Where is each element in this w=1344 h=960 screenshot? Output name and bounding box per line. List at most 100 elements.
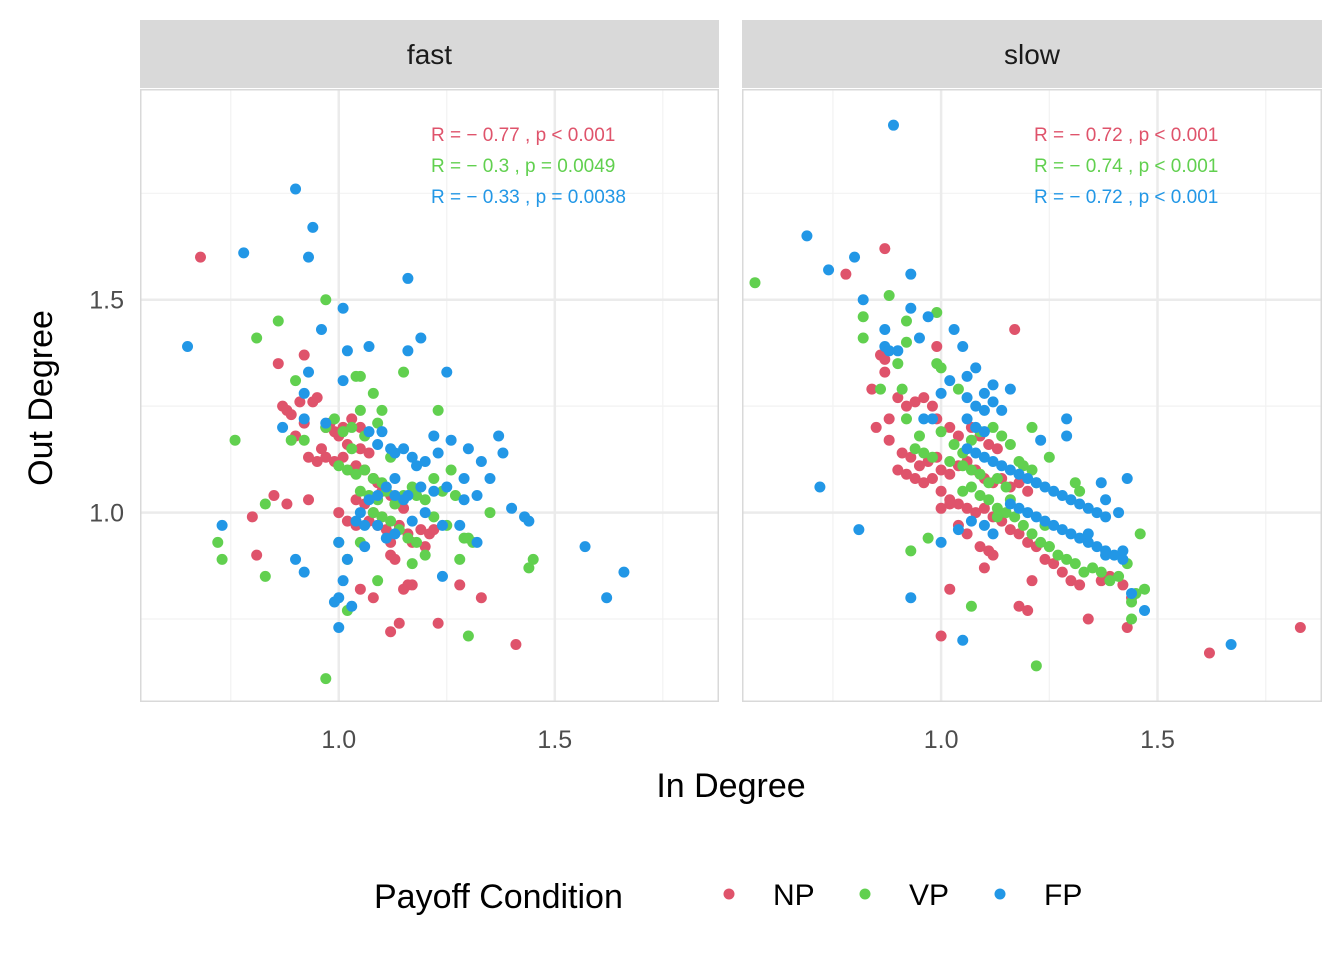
point-fp bbox=[445, 434, 457, 446]
point-fp bbox=[1065, 494, 1077, 506]
point-np bbox=[935, 485, 947, 497]
point-fp bbox=[458, 494, 470, 506]
point-fp bbox=[1048, 485, 1060, 497]
point-fp bbox=[883, 345, 895, 357]
point-np bbox=[905, 451, 917, 463]
point-fp bbox=[970, 362, 982, 374]
facet-title-slow: slow bbox=[1004, 39, 1061, 70]
point-np bbox=[363, 447, 375, 459]
point-vp bbox=[1126, 613, 1138, 625]
point-np bbox=[454, 579, 466, 591]
point-fp bbox=[341, 345, 353, 357]
point-np bbox=[475, 592, 487, 604]
point-fp bbox=[359, 541, 371, 553]
point-fp bbox=[1139, 604, 1151, 616]
point-vp bbox=[449, 490, 461, 502]
point-vp bbox=[398, 366, 410, 378]
point-fp bbox=[1035, 434, 1047, 446]
point-vp bbox=[328, 413, 340, 425]
point-vp bbox=[991, 502, 1003, 514]
point-np bbox=[909, 473, 921, 485]
point-vp bbox=[432, 404, 444, 416]
point-vp bbox=[935, 362, 947, 374]
point-vp bbox=[367, 387, 379, 399]
point-np bbox=[896, 447, 908, 459]
point-np bbox=[1026, 575, 1038, 587]
point-vp bbox=[1078, 566, 1090, 578]
point-np bbox=[385, 626, 397, 638]
point-vp bbox=[1043, 541, 1055, 553]
point-np bbox=[1203, 647, 1215, 659]
series-vp bbox=[749, 277, 1151, 672]
series-fp bbox=[801, 119, 1237, 651]
point-np bbox=[311, 455, 323, 467]
point-fp bbox=[1013, 502, 1025, 514]
point-np bbox=[879, 366, 891, 378]
point-fp bbox=[1056, 524, 1068, 536]
point-vp bbox=[749, 277, 761, 289]
point-vp bbox=[957, 485, 969, 497]
point-vp bbox=[216, 553, 228, 565]
point-np bbox=[1294, 622, 1306, 634]
point-np bbox=[285, 409, 297, 421]
point-fp bbox=[996, 460, 1008, 472]
point-vp bbox=[1069, 477, 1081, 489]
point-vp bbox=[935, 426, 947, 438]
x-tick-label: 1.5 bbox=[1140, 726, 1175, 754]
point-np bbox=[281, 498, 293, 510]
point-fp bbox=[961, 392, 973, 404]
point-fp bbox=[389, 447, 401, 459]
point-vp bbox=[1113, 570, 1125, 582]
point-vp bbox=[337, 426, 349, 438]
point-np bbox=[1121, 622, 1133, 634]
point-np bbox=[935, 464, 947, 476]
point-np bbox=[952, 498, 964, 510]
point-np bbox=[333, 507, 345, 519]
point-fp bbox=[948, 324, 960, 336]
point-vp bbox=[1069, 558, 1081, 570]
point-fp bbox=[428, 430, 440, 442]
point-vp bbox=[1000, 481, 1012, 493]
y-tick-label: 1.0 bbox=[89, 500, 124, 528]
panels: fast 1.0 1.5 1.0 1.5 R = − 0.77 , p < 0.001 R … bbox=[89, 20, 1322, 754]
point-vp bbox=[367, 473, 379, 485]
point-fp bbox=[987, 396, 999, 408]
point-fp bbox=[436, 570, 448, 582]
point-vp bbox=[376, 511, 388, 523]
point-np bbox=[1082, 613, 1094, 625]
point-np bbox=[944, 468, 956, 480]
point-fp bbox=[1225, 639, 1237, 651]
legend-item-vp: VP bbox=[859, 879, 949, 912]
point-vp bbox=[944, 455, 956, 467]
point-np bbox=[251, 549, 263, 561]
point-vp bbox=[354, 370, 366, 382]
point-vp bbox=[259, 498, 271, 510]
point-vp bbox=[354, 404, 366, 416]
point-vp bbox=[1095, 566, 1107, 578]
point-vp bbox=[333, 460, 345, 472]
point-np bbox=[926, 473, 938, 485]
point-np bbox=[991, 443, 1003, 455]
point-np bbox=[1039, 553, 1051, 565]
point-fp bbox=[879, 324, 891, 336]
point-vp bbox=[229, 434, 241, 446]
point-fp bbox=[579, 541, 591, 553]
point-np bbox=[900, 400, 912, 412]
point-fp bbox=[857, 294, 869, 306]
point-fp bbox=[337, 575, 349, 587]
point-vp bbox=[905, 545, 917, 557]
point-fp bbox=[935, 387, 947, 399]
point-vp bbox=[900, 315, 912, 327]
point-fp bbox=[363, 426, 375, 438]
point-vp bbox=[1035, 536, 1047, 548]
point-vp bbox=[372, 575, 384, 587]
point-np bbox=[883, 413, 895, 425]
point-vp bbox=[1104, 575, 1116, 587]
point-fp bbox=[618, 566, 630, 578]
point-np bbox=[926, 400, 938, 412]
point-np bbox=[354, 443, 366, 455]
point-fp bbox=[1117, 553, 1129, 565]
point-np bbox=[393, 617, 405, 629]
point-fp bbox=[922, 311, 934, 323]
point-np bbox=[1056, 566, 1068, 578]
